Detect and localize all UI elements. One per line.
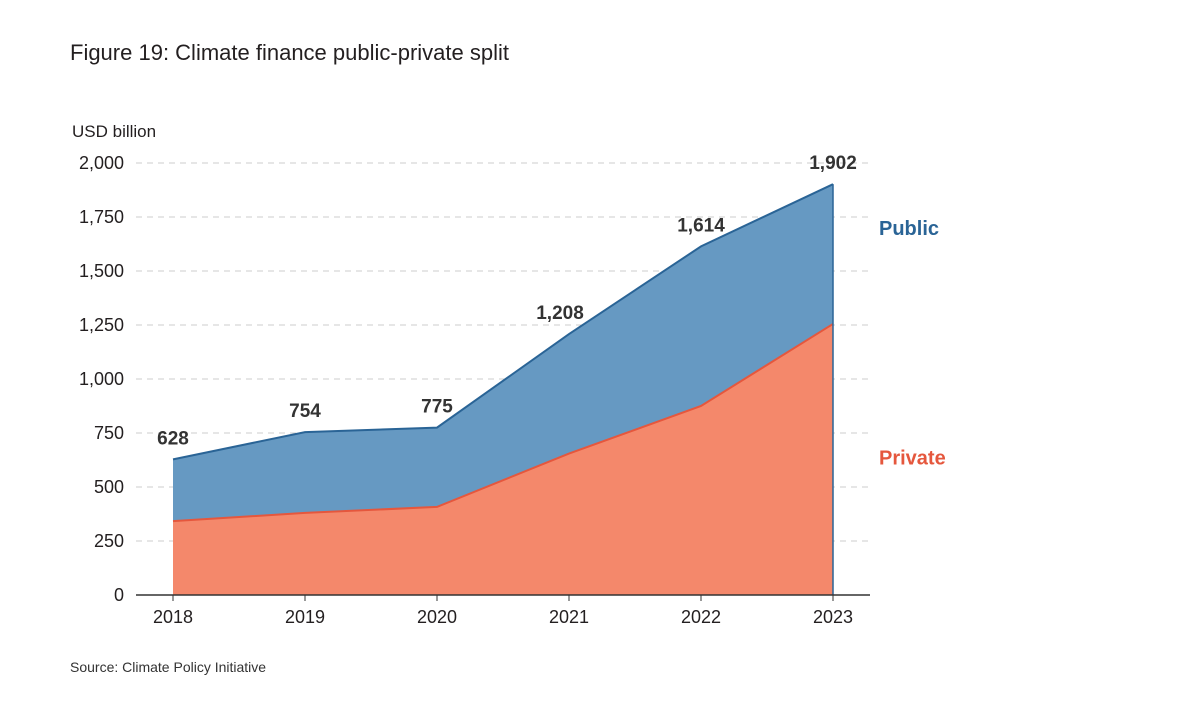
labels: 0 250 500 750 1,000 1,250 1,500 1,750 2,000 USD b… (72, 122, 946, 627)
y-tick-label: 750 (94, 423, 124, 443)
public-series-line (172, 183, 834, 461)
legend-public: Public (879, 218, 939, 240)
y-tick-label: 0 (114, 585, 124, 605)
total-data-label: 775 (421, 397, 453, 418)
y-tick-label: 2,000 (79, 153, 124, 173)
total-data-label: 1,902 (809, 153, 857, 174)
x-tick-label: 2018 (153, 607, 193, 627)
x-tick-label: 2021 (549, 607, 589, 627)
y-axis-title: USD billion (72, 122, 156, 141)
areas (172, 183, 834, 595)
y-tick-label: 1,500 (79, 261, 124, 281)
axes (136, 594, 870, 601)
y-tick-label: 1,750 (79, 207, 124, 227)
private-area (173, 323, 833, 595)
y-tick-label: 250 (94, 531, 124, 551)
y-tick-label: 500 (94, 477, 124, 497)
figure-title: Figure 19: Climate finance public-privat… (70, 40, 509, 65)
total-data-label: 628 (157, 428, 189, 449)
x-tick-label: 2020 (417, 607, 457, 627)
total-data-label: 1,208 (536, 303, 584, 324)
total-data-label: 1,614 (677, 215, 725, 236)
y-tick-label: 1,250 (79, 315, 124, 335)
x-tick-label: 2022 (681, 607, 721, 627)
legend-private: Private (879, 447, 946, 469)
total-data-label: 754 (289, 401, 321, 422)
source-note: Source: Climate Policy Initiative (70, 659, 267, 675)
x-tick-label: 2019 (285, 607, 325, 627)
y-tick-label: 1,000 (79, 369, 124, 389)
private-series-line (172, 323, 834, 523)
x-tick-label: 2023 (813, 607, 853, 627)
